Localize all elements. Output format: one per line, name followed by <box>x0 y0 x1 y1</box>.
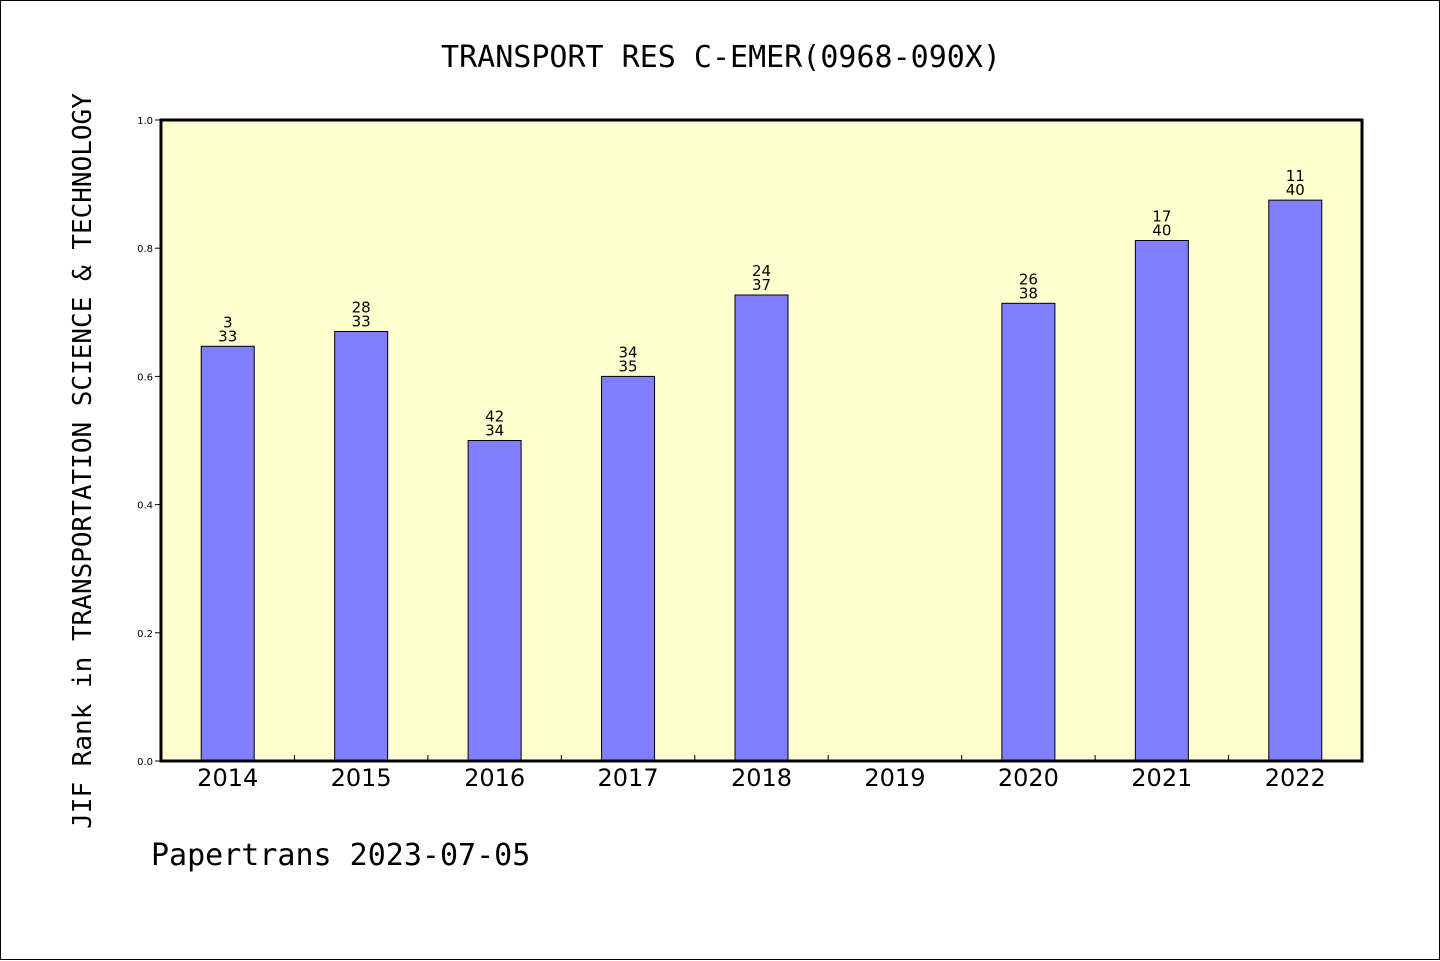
bar-rank-label: 3 <box>223 313 233 331</box>
bar-2022 <box>1268 199 1323 762</box>
y-tick-label: 0.0 <box>137 757 153 768</box>
x-tick-label: 2014 <box>197 764 258 792</box>
axis-ticks: 0.0 0.2 0.4 0.6 0.8 1.0 2014 2015 2016 2017 2018 20… <box>137 116 1326 792</box>
y-tick-label: 0.2 <box>137 629 153 640</box>
y-tick-label: 0.6 <box>137 372 153 383</box>
bar-rank-label: 17 <box>1152 208 1171 226</box>
bar-total-label: 34 <box>485 422 504 440</box>
bar-2018 <box>734 294 789 762</box>
x-tick-label: 2017 <box>598 764 659 792</box>
footer-credit: Papertrans 2023-07-05 <box>151 838 530 873</box>
bar-rank-label: 34 <box>619 343 638 361</box>
x-tick-label: 2018 <box>731 764 792 792</box>
bar-2017 <box>601 375 656 762</box>
bar-2015 <box>334 331 389 762</box>
bar-total-label: 33 <box>218 327 237 345</box>
bar-rank-label: 42 <box>485 408 504 426</box>
y-tick-label: 0.4 <box>137 501 153 512</box>
plot-border <box>159 118 1364 763</box>
x-tick-label: 2022 <box>1265 764 1326 792</box>
bar-2020 <box>1001 302 1056 762</box>
x-tick-label: 2019 <box>864 764 925 792</box>
x-tick-label: 2016 <box>464 764 525 792</box>
chart-title: TRANSPORT RES C-EMER(0968-090X) <box>441 40 1001 75</box>
y-tick-label: 0.8 <box>137 244 153 255</box>
bar-total-label: 33 <box>352 313 371 331</box>
bar-rank-label: 28 <box>352 299 371 317</box>
bar-rank-label: 24 <box>752 262 771 280</box>
y-axis-label: JIF Rank in TRANSPORTATION SCIENCE & TEC… <box>68 93 98 829</box>
bar-2021 <box>1134 240 1189 762</box>
y-tick-label: 1.0 <box>137 116 153 127</box>
bar-total-label: 38 <box>1019 284 1038 302</box>
x-tick-label: 2020 <box>998 764 1059 792</box>
bar-total-label: 40 <box>1286 181 1305 199</box>
bar-2016 <box>467 440 522 762</box>
bar-rank-label: 11 <box>1286 167 1305 185</box>
x-tick-label: 2021 <box>1131 764 1192 792</box>
bar-total-label: 40 <box>1152 222 1171 240</box>
bar-2014 <box>200 345 255 762</box>
x-tick-label: 2015 <box>331 764 392 792</box>
bar-total-label: 35 <box>619 357 638 375</box>
bar-rank-label: 26 <box>1019 270 1038 288</box>
bar-total-label: 37 <box>752 276 771 294</box>
bars-group <box>200 199 1323 762</box>
